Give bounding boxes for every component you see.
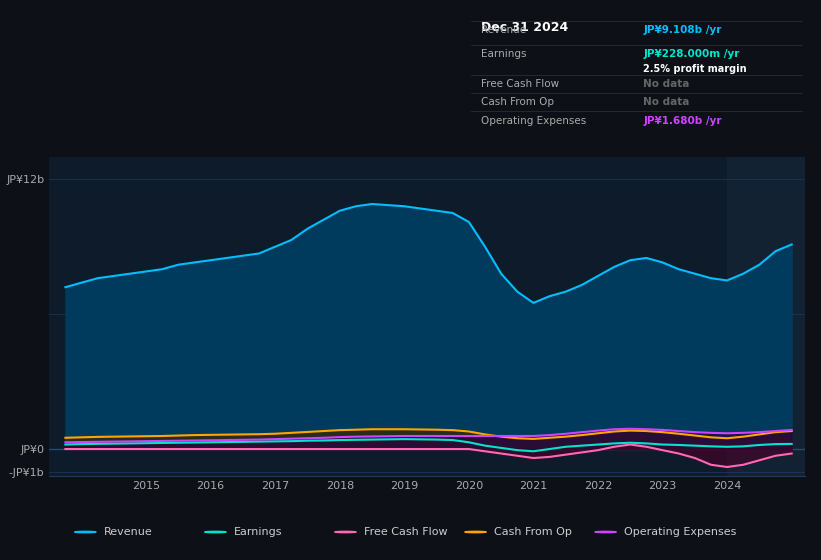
Text: Operating Expenses: Operating Expenses [624,527,736,537]
Text: JP¥228.000m /yr: JP¥228.000m /yr [643,49,740,59]
Text: Cash From Op: Cash From Op [481,97,554,108]
Text: JP¥9.108b /yr: JP¥9.108b /yr [643,25,722,35]
Circle shape [594,531,617,533]
Text: No data: No data [643,97,690,108]
Text: No data: No data [643,79,690,89]
Text: Cash From Op: Cash From Op [493,527,571,537]
Circle shape [75,531,96,533]
Text: Revenue: Revenue [103,527,152,537]
Circle shape [335,531,356,533]
Text: Earnings: Earnings [233,527,282,537]
Text: Free Cash Flow: Free Cash Flow [364,527,447,537]
Text: Revenue: Revenue [481,25,526,35]
Text: Free Cash Flow: Free Cash Flow [481,79,559,89]
Bar [727,157,821,476]
Text: 2.5% profit margin: 2.5% profit margin [643,64,747,74]
Text: Operating Expenses: Operating Expenses [481,115,586,125]
Circle shape [465,531,486,533]
Text: Earnings: Earnings [481,49,526,59]
Text: Dec 31 2024: Dec 31 2024 [481,21,568,34]
Circle shape [204,531,227,533]
Text: JP¥1.680b /yr: JP¥1.680b /yr [643,115,722,125]
